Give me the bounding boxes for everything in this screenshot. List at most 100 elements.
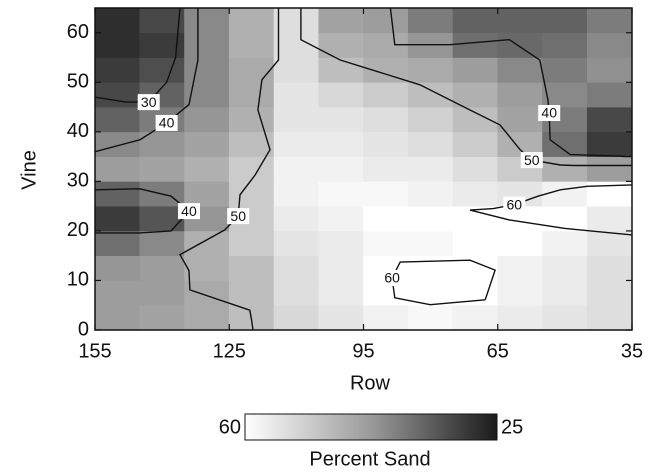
heat-cell: [542, 32, 588, 58]
heat-cell: [407, 230, 454, 256]
heat-cell: [407, 131, 454, 157]
heat-cell: [318, 106, 364, 133]
heat-cell: [497, 82, 543, 108]
heat-cell: [363, 205, 409, 232]
heat-cell: [228, 131, 275, 157]
heat-cell: [228, 32, 275, 58]
heat-cell: [407, 304, 454, 330]
heat-cell: [542, 57, 588, 83]
heat-cell: [139, 156, 185, 182]
y-tick-label: 20: [67, 219, 89, 241]
heat-cell: [95, 82, 141, 108]
contour-label: 60: [384, 270, 400, 286]
heat-cell: [452, 82, 499, 108]
heat-cell: [228, 280, 275, 306]
x-tick-label: 125: [213, 340, 246, 362]
contour-label: 40: [541, 105, 557, 121]
heat-cell: [273, 181, 320, 207]
heat-cell: [407, 156, 454, 182]
heat-cell: [586, 32, 632, 58]
heat-cell: [273, 8, 320, 34]
heat-cell: [363, 304, 409, 330]
heat-cell: [586, 131, 632, 157]
x-tick-label: 65: [487, 340, 509, 362]
heat-cell: [95, 205, 141, 232]
heat-cell: [407, 82, 454, 108]
contour-line: [95, 8, 181, 103]
heat-cell: [586, 106, 632, 133]
heat-cell: [542, 230, 588, 256]
heat-cell: [95, 106, 141, 133]
heat-cell: [273, 57, 320, 83]
heat-cell: [586, 280, 632, 306]
heat-cell: [497, 8, 543, 34]
heat-cell: [184, 57, 230, 83]
heat-cell: [497, 106, 543, 133]
heat-cell: [184, 82, 230, 108]
heat-cell: [228, 181, 275, 207]
heat-cell: [273, 82, 320, 108]
heat-cell: [228, 8, 275, 34]
heat-cell: [273, 131, 320, 157]
contour-label-box: [520, 152, 543, 169]
heat-cell: [542, 304, 588, 330]
contour-label: 60: [507, 196, 523, 212]
heat-cell: [497, 57, 543, 83]
heat-cell: [318, 32, 364, 58]
heat-cell: [363, 8, 409, 34]
heat-cell: [407, 106, 454, 133]
heat-cell: [184, 255, 230, 281]
heat-cell: [318, 255, 364, 281]
contour-label-box: [177, 203, 200, 220]
heat-cell: [586, 8, 632, 34]
heat-cell: [586, 82, 632, 108]
heat-cell: [95, 304, 141, 330]
heat-cell: [318, 280, 364, 306]
colorbar: [244, 413, 498, 441]
heat-cell: [139, 57, 185, 83]
heat-cell: [273, 106, 320, 133]
heat-cell: [542, 82, 588, 108]
heat-cell: [95, 131, 141, 157]
heat-cell: [95, 181, 141, 207]
heat-cell: [139, 230, 185, 256]
x-axis-label: Row: [350, 372, 391, 394]
heat-cell: [452, 230, 499, 256]
y-tick-label: 50: [67, 71, 89, 93]
heat-cell: [407, 181, 454, 207]
contour-label-box: [137, 94, 160, 111]
heat-cell: [184, 304, 230, 330]
y-axis-label: Vine: [18, 150, 40, 190]
heat-cell: [586, 255, 632, 281]
y-tick-label: 30: [67, 170, 89, 192]
heat-cell: [363, 106, 409, 133]
y-tick-label: 60: [67, 21, 89, 43]
heat-cell: [95, 8, 141, 34]
heat-cell: [139, 8, 185, 34]
y-tick-label: 0: [78, 318, 89, 340]
heat-cell: [228, 230, 275, 256]
heat-cell: [318, 181, 364, 207]
heat-cell: [318, 8, 364, 34]
heat-cell: [139, 280, 185, 306]
heat-cell: [318, 156, 364, 182]
contour-label-box: [381, 269, 404, 286]
heat-cell: [363, 131, 409, 157]
heat-cell: [542, 181, 588, 207]
contour-label-box: [538, 105, 561, 122]
heat-cell: [363, 181, 409, 207]
heat-cell: [452, 181, 499, 207]
heat-cell: [95, 156, 141, 182]
heat-cell: [273, 255, 320, 281]
colorbar-label: Percent Sand: [309, 448, 430, 470]
heat-cell: [497, 304, 543, 330]
contour-label-box: [155, 114, 178, 131]
contour-label: 40: [181, 203, 197, 219]
heat-cell: [542, 156, 588, 182]
colorbar-tick-label: 60: [219, 416, 241, 438]
heat-cell: [497, 255, 543, 281]
heat-cell: [228, 255, 275, 281]
heat-cell: [95, 32, 141, 58]
